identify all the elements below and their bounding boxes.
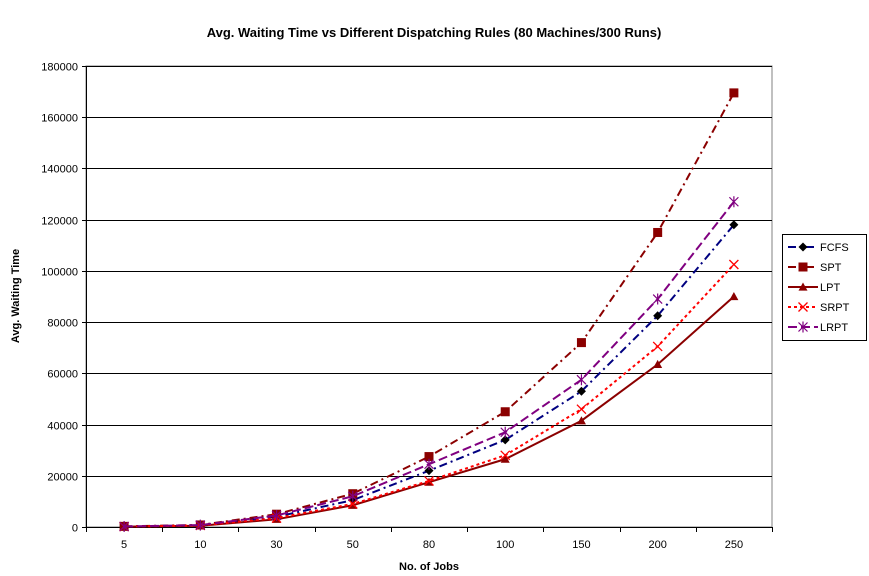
data-point-fcfs — [424, 466, 434, 476]
data-point-lpt — [576, 416, 586, 425]
data-point-spt — [729, 88, 739, 98]
legend-label-spt: SPT — [820, 262, 842, 274]
data-point-spt — [653, 227, 663, 237]
plot-area: 0 20000 40000 60000 80000 100000 120000 140000 1… — [41, 62, 773, 551]
y-axis-label: Avg. Waiting Time — [10, 249, 22, 343]
data-point-srpt — [424, 475, 434, 486]
data-point-srpt — [576, 404, 587, 415]
data-point-lrpt — [271, 509, 282, 521]
data-point-lrpt — [347, 490, 358, 502]
data-point-srpt — [500, 450, 511, 461]
data-point-fcfs — [729, 220, 739, 230]
legend-marker-lpt — [798, 282, 808, 291]
x-tick-label: 150 — [572, 539, 590, 551]
y-tick-label: 80000 — [47, 318, 78, 330]
data-point-lpt — [653, 359, 663, 368]
data-point-fcfs — [500, 435, 510, 445]
data-point-spt — [424, 452, 434, 462]
x-tick-label: 50 — [347, 539, 359, 551]
x-tick-label: 30 — [270, 539, 282, 551]
data-point-srpt — [652, 341, 663, 352]
data-point-lrpt — [424, 458, 434, 470]
x-axis-label: No. of Jobs — [399, 561, 459, 573]
data-point-srpt — [728, 259, 739, 270]
x-tick-label: 80 — [423, 539, 435, 551]
y-tick-label: 60000 — [47, 369, 78, 381]
data-point-lpt — [729, 292, 739, 301]
y-tick-label: 0 — [72, 523, 78, 535]
y-tick-label: 120000 — [41, 216, 78, 228]
legend: FCFS SPT LPT SRPT LRPT — [782, 234, 867, 341]
data-point-spt — [576, 338, 586, 348]
legend-marker-spt — [798, 262, 808, 272]
data-point-srpt — [347, 498, 358, 509]
legend-label-fcfs: FCFS — [820, 242, 849, 254]
y-tick-label: 160000 — [41, 113, 78, 125]
data-point-fcfs — [653, 311, 663, 321]
legend-label-lpt: LPT — [820, 282, 840, 294]
data-point-lrpt — [500, 426, 511, 438]
data-point-spt — [500, 407, 510, 417]
y-tick-label: 140000 — [41, 164, 78, 176]
data-point-lrpt — [119, 520, 130, 532]
series-lrpt — [119, 196, 739, 532]
x-tick-label: 200 — [648, 539, 666, 551]
series-line-spt — [124, 92, 735, 528]
legend-label-srpt: SRPT — [820, 302, 850, 314]
legend-marker-srpt — [798, 302, 808, 312]
data-point-lrpt — [576, 374, 587, 386]
legend-marker-fcfs — [798, 242, 808, 252]
y-tick-label: 180000 — [41, 62, 78, 74]
x-tick-label: 100 — [496, 539, 514, 551]
data-point-fcfs — [576, 386, 586, 396]
legend-marker-lrpt — [798, 321, 808, 333]
y-tick-label: 100000 — [41, 267, 78, 279]
data-point-lpt — [500, 454, 510, 463]
data-point-lrpt — [195, 519, 206, 531]
y-tick-label: 40000 — [47, 421, 78, 433]
legend-label-lrpt: LRPT — [820, 322, 848, 334]
chart-title: Avg. Waiting Time vs Different Dispatchi… — [207, 25, 662, 40]
x-tick-label: 10 — [194, 539, 206, 551]
data-point-lrpt — [728, 196, 739, 208]
data-point-lrpt — [652, 293, 663, 305]
x-tick-label: 250 — [725, 539, 743, 551]
y-tick-label: 20000 — [47, 472, 78, 484]
x-tick-label: 5 — [121, 539, 127, 551]
